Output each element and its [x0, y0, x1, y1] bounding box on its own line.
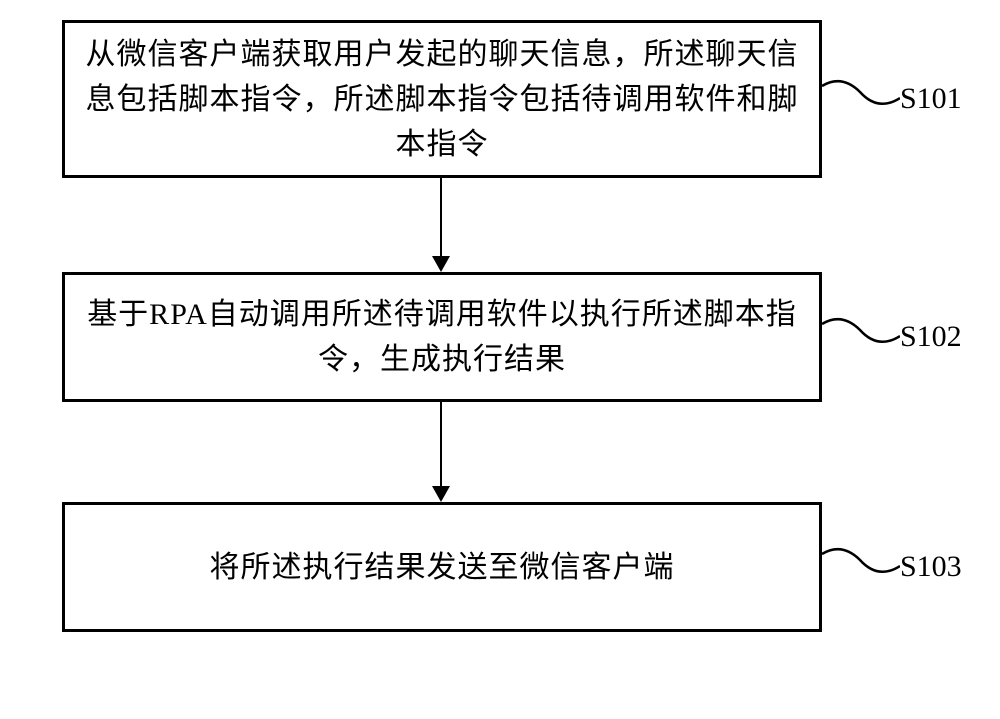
- label-connector-3: [822, 542, 900, 582]
- label-connector-1: [822, 74, 900, 114]
- flow-label-1: S101: [900, 82, 962, 116]
- flow-node-2-text: 基于RPA自动调用所述待调用软件以执行所述脚本指令，生成执行结果: [85, 292, 799, 382]
- flow-label-3: S103: [900, 550, 962, 584]
- flow-node-3-text: 将所述执行结果发送至微信客户端: [210, 545, 675, 590]
- flow-arrow-2-head: [432, 486, 450, 502]
- flow-label-2: S102: [900, 320, 962, 354]
- flow-node-2: 基于RPA自动调用所述待调用软件以执行所述脚本指令，生成执行结果: [62, 272, 822, 402]
- flow-arrow-1-head: [432, 256, 450, 272]
- label-connector-2: [822, 312, 900, 352]
- flow-arrow-2-line: [440, 402, 442, 486]
- flowchart-canvas: 从微信客户端获取用户发起的聊天信息，所述聊天信息包括脚本指令，所述脚本指令包括待…: [0, 0, 1000, 719]
- flow-node-1: 从微信客户端获取用户发起的聊天信息，所述聊天信息包括脚本指令，所述脚本指令包括待…: [62, 20, 822, 178]
- flow-node-3: 将所述执行结果发送至微信客户端: [62, 502, 822, 632]
- flow-node-1-text: 从微信客户端获取用户发起的聊天信息，所述聊天信息包括脚本指令，所述脚本指令包括待…: [85, 32, 799, 167]
- flow-arrow-1-line: [440, 178, 442, 256]
